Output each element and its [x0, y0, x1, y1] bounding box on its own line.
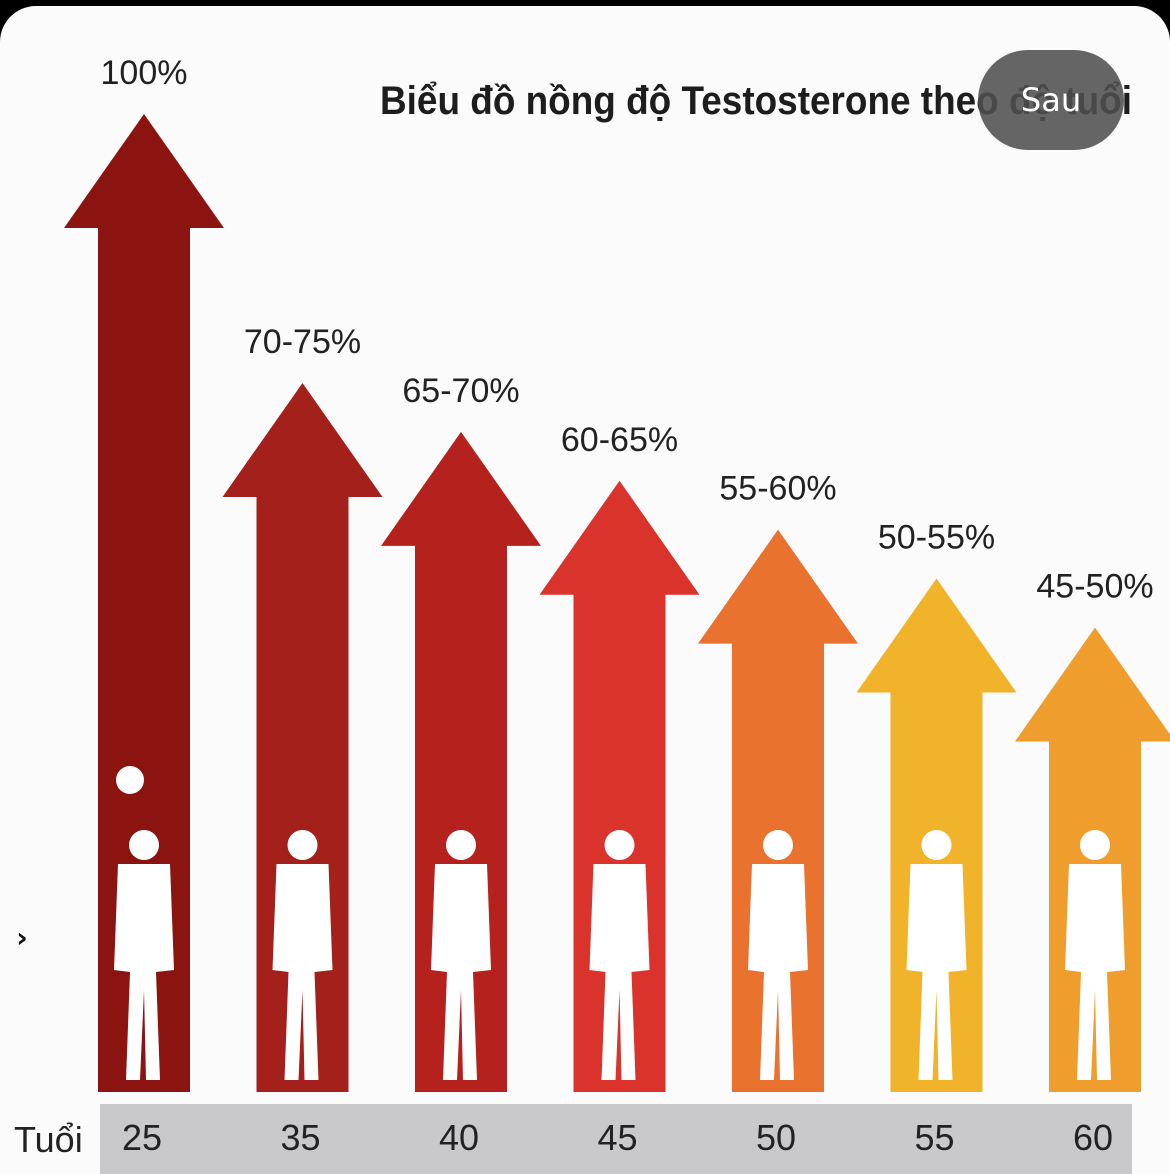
value-label: 70-75%	[244, 323, 361, 361]
age-tick-label: 40	[439, 1117, 479, 1158]
person-silhouette-icon	[431, 830, 491, 1080]
age-tick-label: 35	[280, 1117, 320, 1158]
age-tick-label: 50	[756, 1117, 796, 1158]
value-label: 65-70%	[402, 372, 519, 410]
value-label: 100%	[101, 54, 188, 92]
person-silhouette-icon	[589, 830, 650, 1080]
arrow-bar	[381, 431, 541, 1093]
age-tick-label: 45	[597, 1117, 637, 1158]
chart-card: Tuổi 100% 25 70-75% 35 65-70% 40 60-65% 45 55-60…	[0, 6, 1170, 1174]
age-tick-label: 55	[914, 1117, 954, 1158]
arrow-bar	[539, 480, 700, 1092]
age-tick-label: 60	[1073, 1117, 1113, 1158]
value-label: 60-65%	[561, 421, 678, 459]
person-silhouette-icon	[272, 830, 333, 1080]
person-silhouette-icon	[906, 830, 967, 1080]
person-silhouette-icon	[114, 766, 174, 1080]
person-silhouette-icon	[1065, 830, 1125, 1080]
value-label: 45-50%	[1036, 567, 1153, 605]
person-silhouette-icon	[748, 830, 808, 1080]
arrow-bar	[64, 114, 224, 1092]
value-label: 55-60%	[719, 470, 836, 508]
arrow-bar	[222, 382, 383, 1092]
next-button[interactable]: Sau	[978, 50, 1124, 150]
x-axis-title: Tuổi	[14, 1119, 83, 1160]
age-axis-band	[100, 1104, 1132, 1174]
testosterone-chart: Tuổi 100% 25 70-75% 35 65-70% 40 60-65% 45 55-60…	[14, 54, 1170, 1174]
age-tick-label: 25	[122, 1117, 162, 1158]
value-label: 50-55%	[878, 519, 995, 557]
arrow-bar	[698, 529, 858, 1092]
side-arrow-icon[interactable]: ›	[16, 920, 28, 954]
